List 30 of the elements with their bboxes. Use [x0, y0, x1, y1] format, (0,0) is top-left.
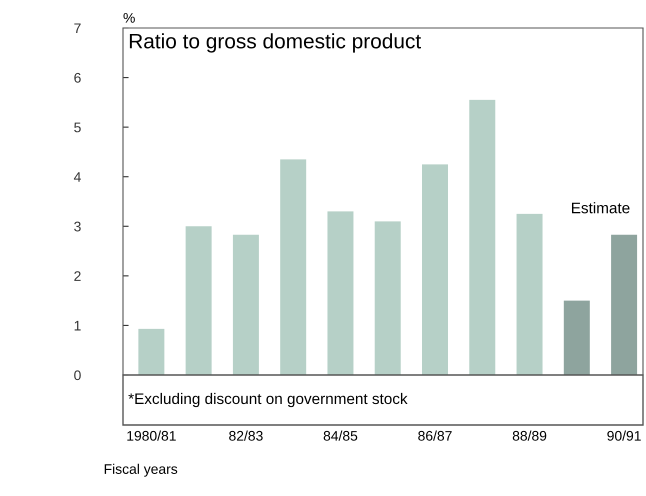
chart-title: Ratio to gross domestic product [130, 33, 422, 53]
bar [516, 214, 543, 375]
bar [280, 159, 306, 375]
bar [422, 164, 448, 375]
bar [138, 328, 164, 375]
bar [232, 234, 259, 375]
x-tick-label: 86/87 [418, 430, 452, 441]
y-tick-label: 2 [74, 271, 81, 281]
bar [374, 221, 401, 375]
y-axis-title: % [123, 13, 135, 23]
y-tick-label: 0 [74, 370, 81, 380]
y-tick-label: 5 [74, 122, 81, 132]
x-tick-label: 84/85 [324, 430, 358, 441]
text: *Excluding discount on government stock [128, 392, 408, 408]
bar [186, 226, 212, 375]
y-tick-label: 3 [74, 222, 81, 232]
x-tick-label: 88/89 [512, 430, 546, 441]
y-tick-label: 1 [74, 320, 81, 330]
x-tick-label: 1980/81 [127, 430, 176, 441]
bar [469, 100, 496, 375]
y-tick-label: 6 [74, 72, 81, 83]
bar [611, 234, 638, 375]
annotation: Estimate [572, 202, 630, 214]
bar [564, 300, 590, 375]
bar [327, 211, 354, 375]
y-tick-label: 7 [74, 23, 81, 34]
x-axis-title: Fiscal years [104, 464, 178, 477]
x-tick-label: 82/83 [229, 430, 263, 441]
x-tick-label: 90/91 [607, 430, 641, 441]
y-tick-label: 4 [74, 172, 81, 182]
